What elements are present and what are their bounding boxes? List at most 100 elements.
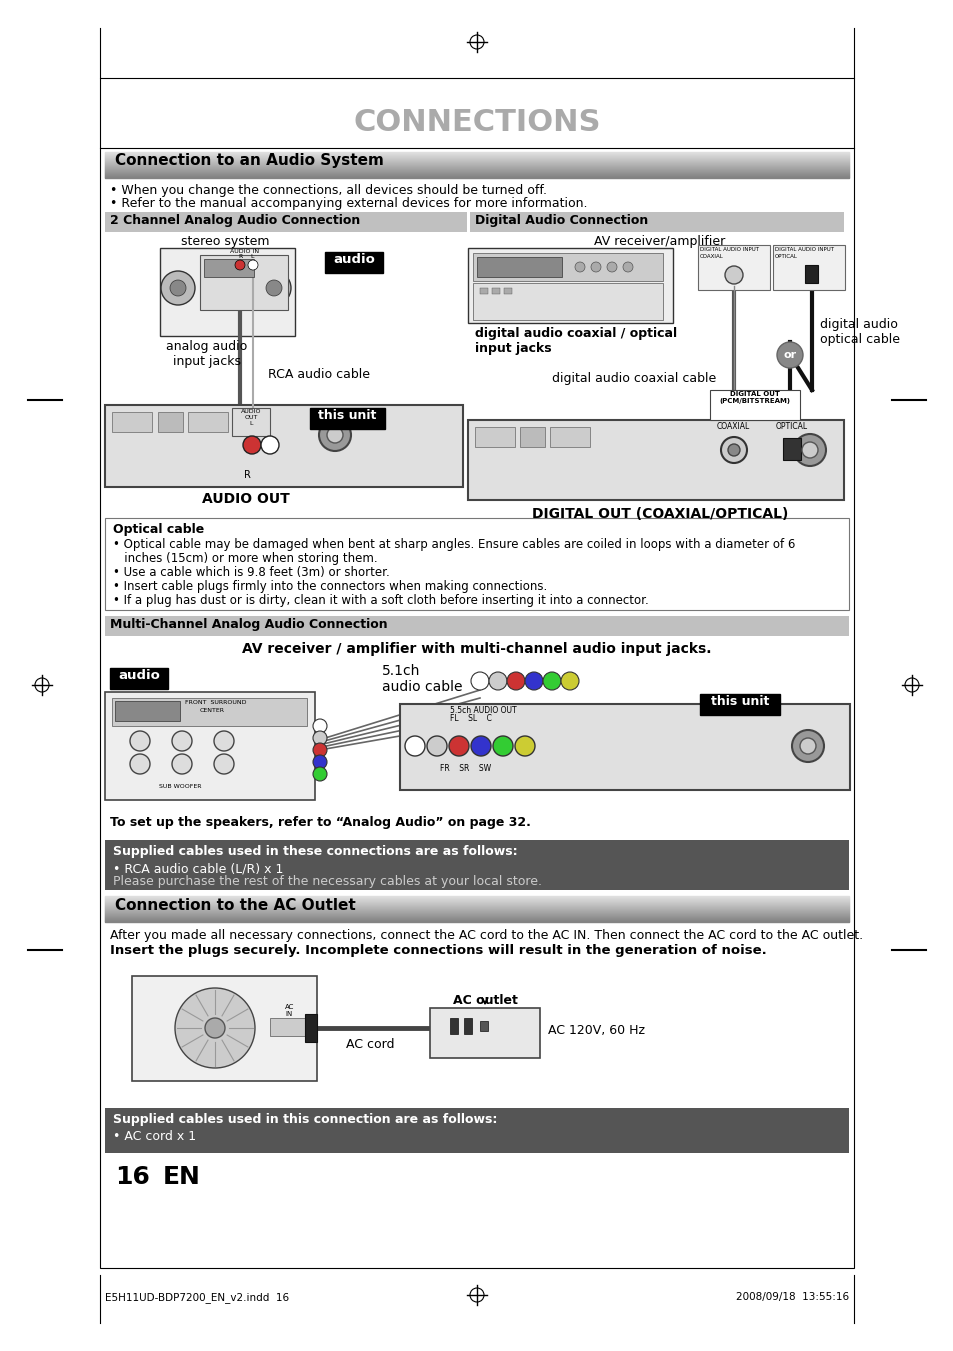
- Text: analog audio
input jacks: analog audio input jacks: [166, 340, 248, 367]
- Text: FR    SR    SW: FR SR SW: [439, 765, 491, 773]
- Circle shape: [234, 259, 245, 270]
- Text: DIGITAL AUDIO INPUT: DIGITAL AUDIO INPUT: [700, 247, 759, 253]
- Bar: [325, 253, 382, 273]
- Text: R: R: [237, 254, 242, 259]
- Bar: [112, 412, 152, 432]
- Text: Connection to the AC Outlet: Connection to the AC Outlet: [115, 898, 355, 913]
- Bar: [479, 1021, 488, 1031]
- Circle shape: [560, 671, 578, 690]
- Circle shape: [243, 436, 261, 454]
- Bar: [492, 288, 499, 295]
- Circle shape: [313, 719, 327, 734]
- Text: After you made all necessary connections, connect the AC cord to the AC IN. Then: After you made all necessary connections…: [110, 929, 862, 942]
- Circle shape: [172, 731, 192, 751]
- Text: OPTICAL: OPTICAL: [775, 422, 807, 431]
- Text: AC outlet: AC outlet: [452, 994, 517, 1006]
- Bar: [698, 245, 769, 290]
- Text: stereo system: stereo system: [180, 235, 269, 249]
- Bar: [700, 694, 780, 715]
- Bar: [232, 408, 270, 436]
- Circle shape: [524, 671, 542, 690]
- Text: Insert the plugs securely. Incomplete connections will result in the generation : Insert the plugs securely. Incomplete co…: [110, 944, 766, 957]
- Bar: [310, 408, 385, 430]
- Text: digital audio coaxial cable: digital audio coaxial cable: [552, 372, 716, 385]
- Bar: [110, 667, 168, 689]
- Circle shape: [720, 436, 746, 463]
- Circle shape: [248, 259, 257, 270]
- Text: DIGITAL OUT (COAXIAL/OPTICAL): DIGITAL OUT (COAXIAL/OPTICAL): [531, 507, 787, 521]
- Text: R: R: [243, 470, 251, 480]
- Bar: [468, 249, 672, 323]
- Text: AUDIO OUT: AUDIO OUT: [202, 492, 290, 507]
- Circle shape: [724, 266, 742, 284]
- Circle shape: [800, 738, 815, 754]
- Bar: [473, 253, 662, 281]
- Circle shape: [130, 731, 150, 751]
- Text: digital audio coaxial / optical
input jacks: digital audio coaxial / optical input ja…: [475, 327, 677, 355]
- Text: EN: EN: [163, 1165, 201, 1189]
- Circle shape: [313, 767, 327, 781]
- Text: Connection to an Audio System: Connection to an Audio System: [115, 153, 383, 168]
- Bar: [450, 1019, 457, 1034]
- Text: 16: 16: [115, 1165, 150, 1189]
- Circle shape: [261, 436, 278, 454]
- Text: 2 Channel Analog Audio Connection: 2 Channel Analog Audio Connection: [110, 213, 360, 227]
- Circle shape: [172, 754, 192, 774]
- Bar: [105, 616, 848, 636]
- Text: AC
IN: AC IN: [285, 1004, 294, 1017]
- Text: this unit: this unit: [317, 409, 375, 422]
- Text: COAXIAL: COAXIAL: [700, 254, 723, 259]
- Circle shape: [170, 280, 186, 296]
- Circle shape: [793, 434, 825, 466]
- Circle shape: [327, 427, 343, 443]
- Text: 5.1ch
audio cable: 5.1ch audio cable: [381, 663, 462, 694]
- Text: CENTER: CENTER: [200, 708, 225, 713]
- Bar: [479, 288, 488, 295]
- Bar: [112, 698, 307, 725]
- Bar: [105, 405, 462, 486]
- Bar: [115, 701, 180, 721]
- Circle shape: [791, 730, 823, 762]
- Bar: [519, 427, 544, 447]
- Text: RCA audio cable: RCA audio cable: [268, 367, 370, 381]
- Text: SUB WOOFER: SUB WOOFER: [158, 784, 201, 789]
- Bar: [804, 265, 817, 282]
- Circle shape: [213, 731, 233, 751]
- Text: • Refer to the manual accompanying external devices for more information.: • Refer to the manual accompanying exter…: [110, 197, 587, 209]
- Circle shape: [489, 671, 506, 690]
- Circle shape: [471, 736, 491, 757]
- Bar: [105, 517, 848, 611]
- Bar: [305, 1015, 316, 1042]
- Circle shape: [801, 442, 817, 458]
- Text: AUDIO IN: AUDIO IN: [231, 249, 259, 254]
- Circle shape: [606, 262, 617, 272]
- Text: 2008/09/18  13:55:16: 2008/09/18 13:55:16: [735, 1292, 848, 1302]
- Text: this unit: this unit: [710, 694, 768, 708]
- Text: CONNECTIONS: CONNECTIONS: [353, 108, 600, 136]
- Circle shape: [776, 342, 802, 367]
- Text: Supplied cables used in this connection are as follows:: Supplied cables used in this connection …: [112, 1113, 497, 1125]
- Bar: [100, 78, 853, 1269]
- Bar: [550, 427, 589, 447]
- Text: DIGITAL AUDIO INPUT: DIGITAL AUDIO INPUT: [774, 247, 833, 253]
- Text: • Insert cable plugs firmly into the connectors when making connections.: • Insert cable plugs firmly into the con…: [112, 580, 547, 593]
- Text: • Use a cable which is 9.8 feet (3m) or shorter.: • Use a cable which is 9.8 feet (3m) or …: [112, 566, 390, 580]
- Bar: [105, 692, 314, 800]
- Text: • Optical cable may be damaged when bent at sharp angles. Ensure cables are coil: • Optical cable may be damaged when bent…: [112, 538, 795, 551]
- Circle shape: [493, 736, 513, 757]
- Text: • When you change the connections, all devices should be turned off.: • When you change the connections, all d…: [110, 184, 546, 197]
- Bar: [105, 840, 848, 890]
- Bar: [160, 249, 294, 336]
- Bar: [468, 420, 843, 500]
- Bar: [132, 975, 316, 1081]
- Text: or: or: [782, 350, 796, 359]
- Bar: [476, 257, 561, 277]
- Circle shape: [542, 671, 560, 690]
- Bar: [270, 1019, 305, 1036]
- Text: To set up the speakers, refer to “Analog Audio” on page 32.: To set up the speakers, refer to “Analog…: [110, 816, 530, 830]
- Circle shape: [405, 736, 424, 757]
- Text: COAXIAL: COAXIAL: [716, 422, 749, 431]
- Circle shape: [575, 262, 584, 272]
- Bar: [430, 1008, 539, 1058]
- Circle shape: [130, 754, 150, 774]
